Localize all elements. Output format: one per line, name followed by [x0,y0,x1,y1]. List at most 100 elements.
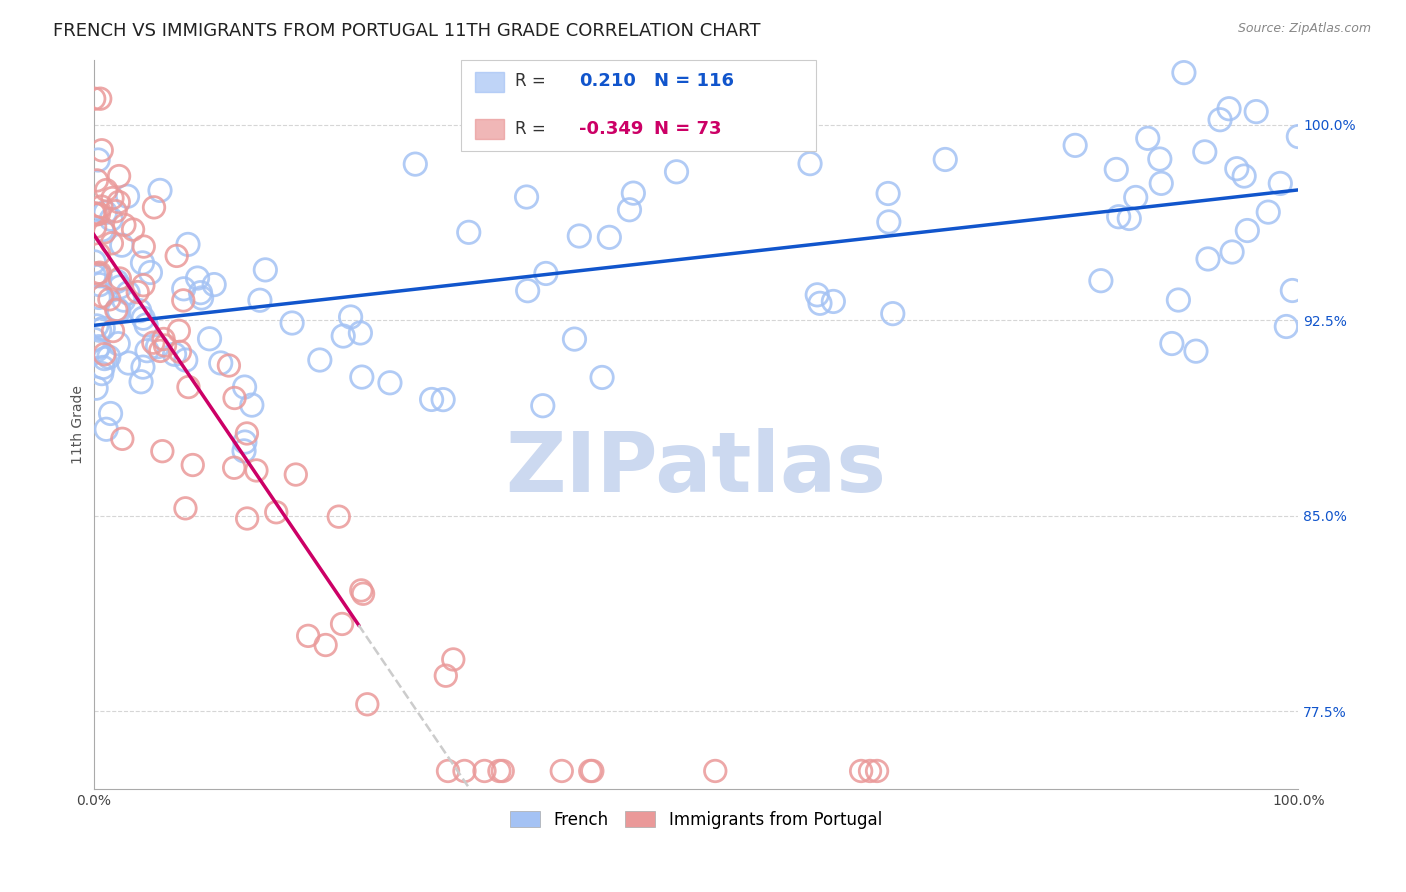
Point [87,207,110,221]
Point [186,271,208,285]
Point [117,285,139,300]
Point [1220,245,1243,260]
Point [264,505,287,519]
Point [143,200,166,214]
Point [83,255,105,269]
Point [112,218,135,232]
Point [434,669,457,683]
Point [105,303,128,318]
Point [91,223,114,237]
Point [181,458,204,472]
Text: R =: R = [515,120,551,138]
Point [352,587,374,601]
Point [1090,274,1112,288]
Point [127,285,149,299]
Point [107,302,129,317]
Point [83,333,105,347]
Point [174,353,197,368]
Point [281,316,304,330]
Text: R =: R = [515,72,551,90]
Point [97,350,120,364]
Point [112,293,135,307]
Point [328,509,350,524]
Point [107,336,129,351]
Point [1197,252,1219,266]
Point [169,344,191,359]
Point [224,391,246,405]
Point [153,338,176,352]
Point [591,370,613,384]
Point [350,370,373,384]
Point [581,764,603,778]
Point [132,239,155,253]
Point [98,293,121,307]
Point [90,200,112,214]
Point [236,426,259,441]
Point [149,183,172,197]
Point [308,353,330,368]
Point [284,467,307,482]
Point [254,263,277,277]
Point [89,323,111,337]
Point [531,399,554,413]
Point [149,343,172,358]
Legend: French, Immigrants from Portugal: French, Immigrants from Portugal [503,805,889,836]
Text: -0.349: -0.349 [579,120,644,138]
Point [84,207,107,221]
Point [877,186,900,201]
Point [174,501,197,516]
Point [1275,319,1298,334]
Point [87,247,110,261]
Point [1118,211,1140,226]
Point [595,125,617,139]
Point [350,583,373,598]
Point [233,380,256,394]
Point [882,307,904,321]
Point [1209,112,1232,127]
Point [128,303,150,318]
Point [619,202,641,217]
Point [152,332,174,346]
Point [190,285,212,300]
Point [209,356,232,370]
Point [104,204,127,219]
Point [93,351,115,366]
Point [132,278,155,293]
Point [111,432,134,446]
Point [240,398,263,412]
Point [100,212,122,227]
Point [129,375,152,389]
Point [516,190,538,204]
Point [172,293,194,308]
Point [86,267,108,281]
Point [1281,284,1303,298]
Point [86,318,108,333]
Point [96,422,118,436]
Point [1160,336,1182,351]
Point [87,340,110,354]
Point [233,443,256,458]
Point [1150,177,1173,191]
Point [87,153,110,167]
Point [91,321,114,335]
Point [93,225,115,239]
Point [177,237,200,252]
Point [117,356,139,370]
Point [198,332,221,346]
Point [100,407,122,421]
Point [297,629,319,643]
Point [142,335,165,350]
Point [173,282,195,296]
Point [139,266,162,280]
Point [877,215,900,229]
Point [934,153,956,167]
Point [132,360,155,375]
Point [315,638,337,652]
Point [488,764,510,778]
Point [437,764,460,778]
Point [339,310,361,324]
Point [564,332,586,346]
Point [86,173,108,187]
Point [349,326,371,340]
Point [1286,129,1309,144]
